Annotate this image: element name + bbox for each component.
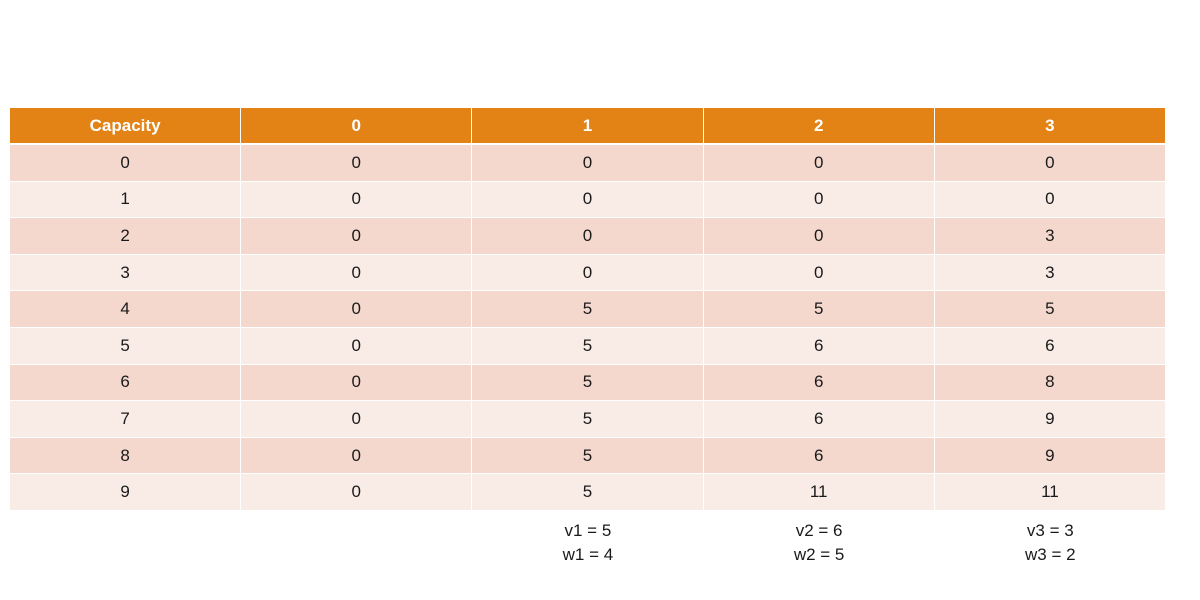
header-cell: 3	[934, 108, 1166, 143]
table-cell: 0	[241, 437, 473, 474]
table-cell: 0	[472, 181, 704, 218]
table-cell: 0	[472, 218, 704, 254]
header-cell: Capacity	[10, 108, 242, 143]
table-cell: 0	[934, 181, 1166, 218]
table-cell: 5	[934, 291, 1166, 327]
table-cell: 0	[703, 181, 935, 218]
table-cell: 5	[472, 437, 704, 474]
table-cell: 0	[241, 401, 473, 437]
table-cell: 6	[10, 364, 242, 401]
table-cell: 9	[10, 474, 242, 510]
table-cell: 5	[472, 401, 704, 437]
table-cell: 0	[472, 145, 704, 181]
table-cell: 6	[703, 401, 935, 437]
table-cell: 0	[934, 145, 1166, 181]
table-cell: 0	[703, 254, 935, 291]
item-note: w2 = 5	[793, 545, 845, 564]
table-cell: 5	[472, 328, 704, 364]
table-cell: 3	[934, 254, 1166, 291]
item-note: v1 = 5	[564, 521, 612, 540]
table-cell: 5	[703, 291, 935, 327]
table-cell: 3	[10, 254, 242, 291]
table-cell: 6	[934, 328, 1166, 364]
header-cell: 1	[472, 108, 704, 143]
table-cell: 4	[10, 291, 242, 327]
table-cell: 6	[703, 437, 935, 474]
table-cell: 6	[703, 328, 935, 364]
item-note: w1 = 4	[562, 545, 614, 564]
table-cell: 7	[10, 401, 242, 437]
table-cell: 0	[241, 474, 473, 510]
table-cell: 9	[934, 437, 1166, 474]
header-cell: 2	[703, 108, 935, 143]
table-cell: 0	[703, 218, 935, 254]
table-cell: 2	[10, 218, 242, 254]
table-cell: 9	[934, 401, 1166, 437]
table-cell: 5	[472, 291, 704, 327]
table-cell: 11	[703, 474, 935, 510]
table-cell: 0	[241, 364, 473, 401]
table-cell: 0	[241, 291, 473, 327]
table-cell: 1	[10, 181, 242, 218]
table-cell: 8	[10, 437, 242, 474]
table-cell: 0	[241, 145, 473, 181]
item-note: v2 = 6	[795, 521, 843, 540]
table-cell: 0	[10, 145, 242, 181]
table-cell: 0	[241, 181, 473, 218]
table-cell: 0	[241, 328, 473, 364]
table-cell: 5	[472, 474, 704, 510]
table-cell: 3	[934, 218, 1166, 254]
table-cell: 6	[703, 364, 935, 401]
item-note: v3 = 3	[1026, 521, 1074, 540]
table-cell: 0	[241, 254, 473, 291]
table-cell: 0	[703, 145, 935, 181]
table-cell: 8	[934, 364, 1166, 401]
item-note: w3 = 2	[1025, 545, 1076, 564]
table-cell: 11	[934, 474, 1166, 510]
table-cell: 0	[472, 254, 704, 291]
header-cell: 0	[241, 108, 473, 143]
table-cell: 0	[241, 218, 473, 254]
table-cell: 5	[472, 364, 704, 401]
table-cell: 5	[10, 328, 242, 364]
